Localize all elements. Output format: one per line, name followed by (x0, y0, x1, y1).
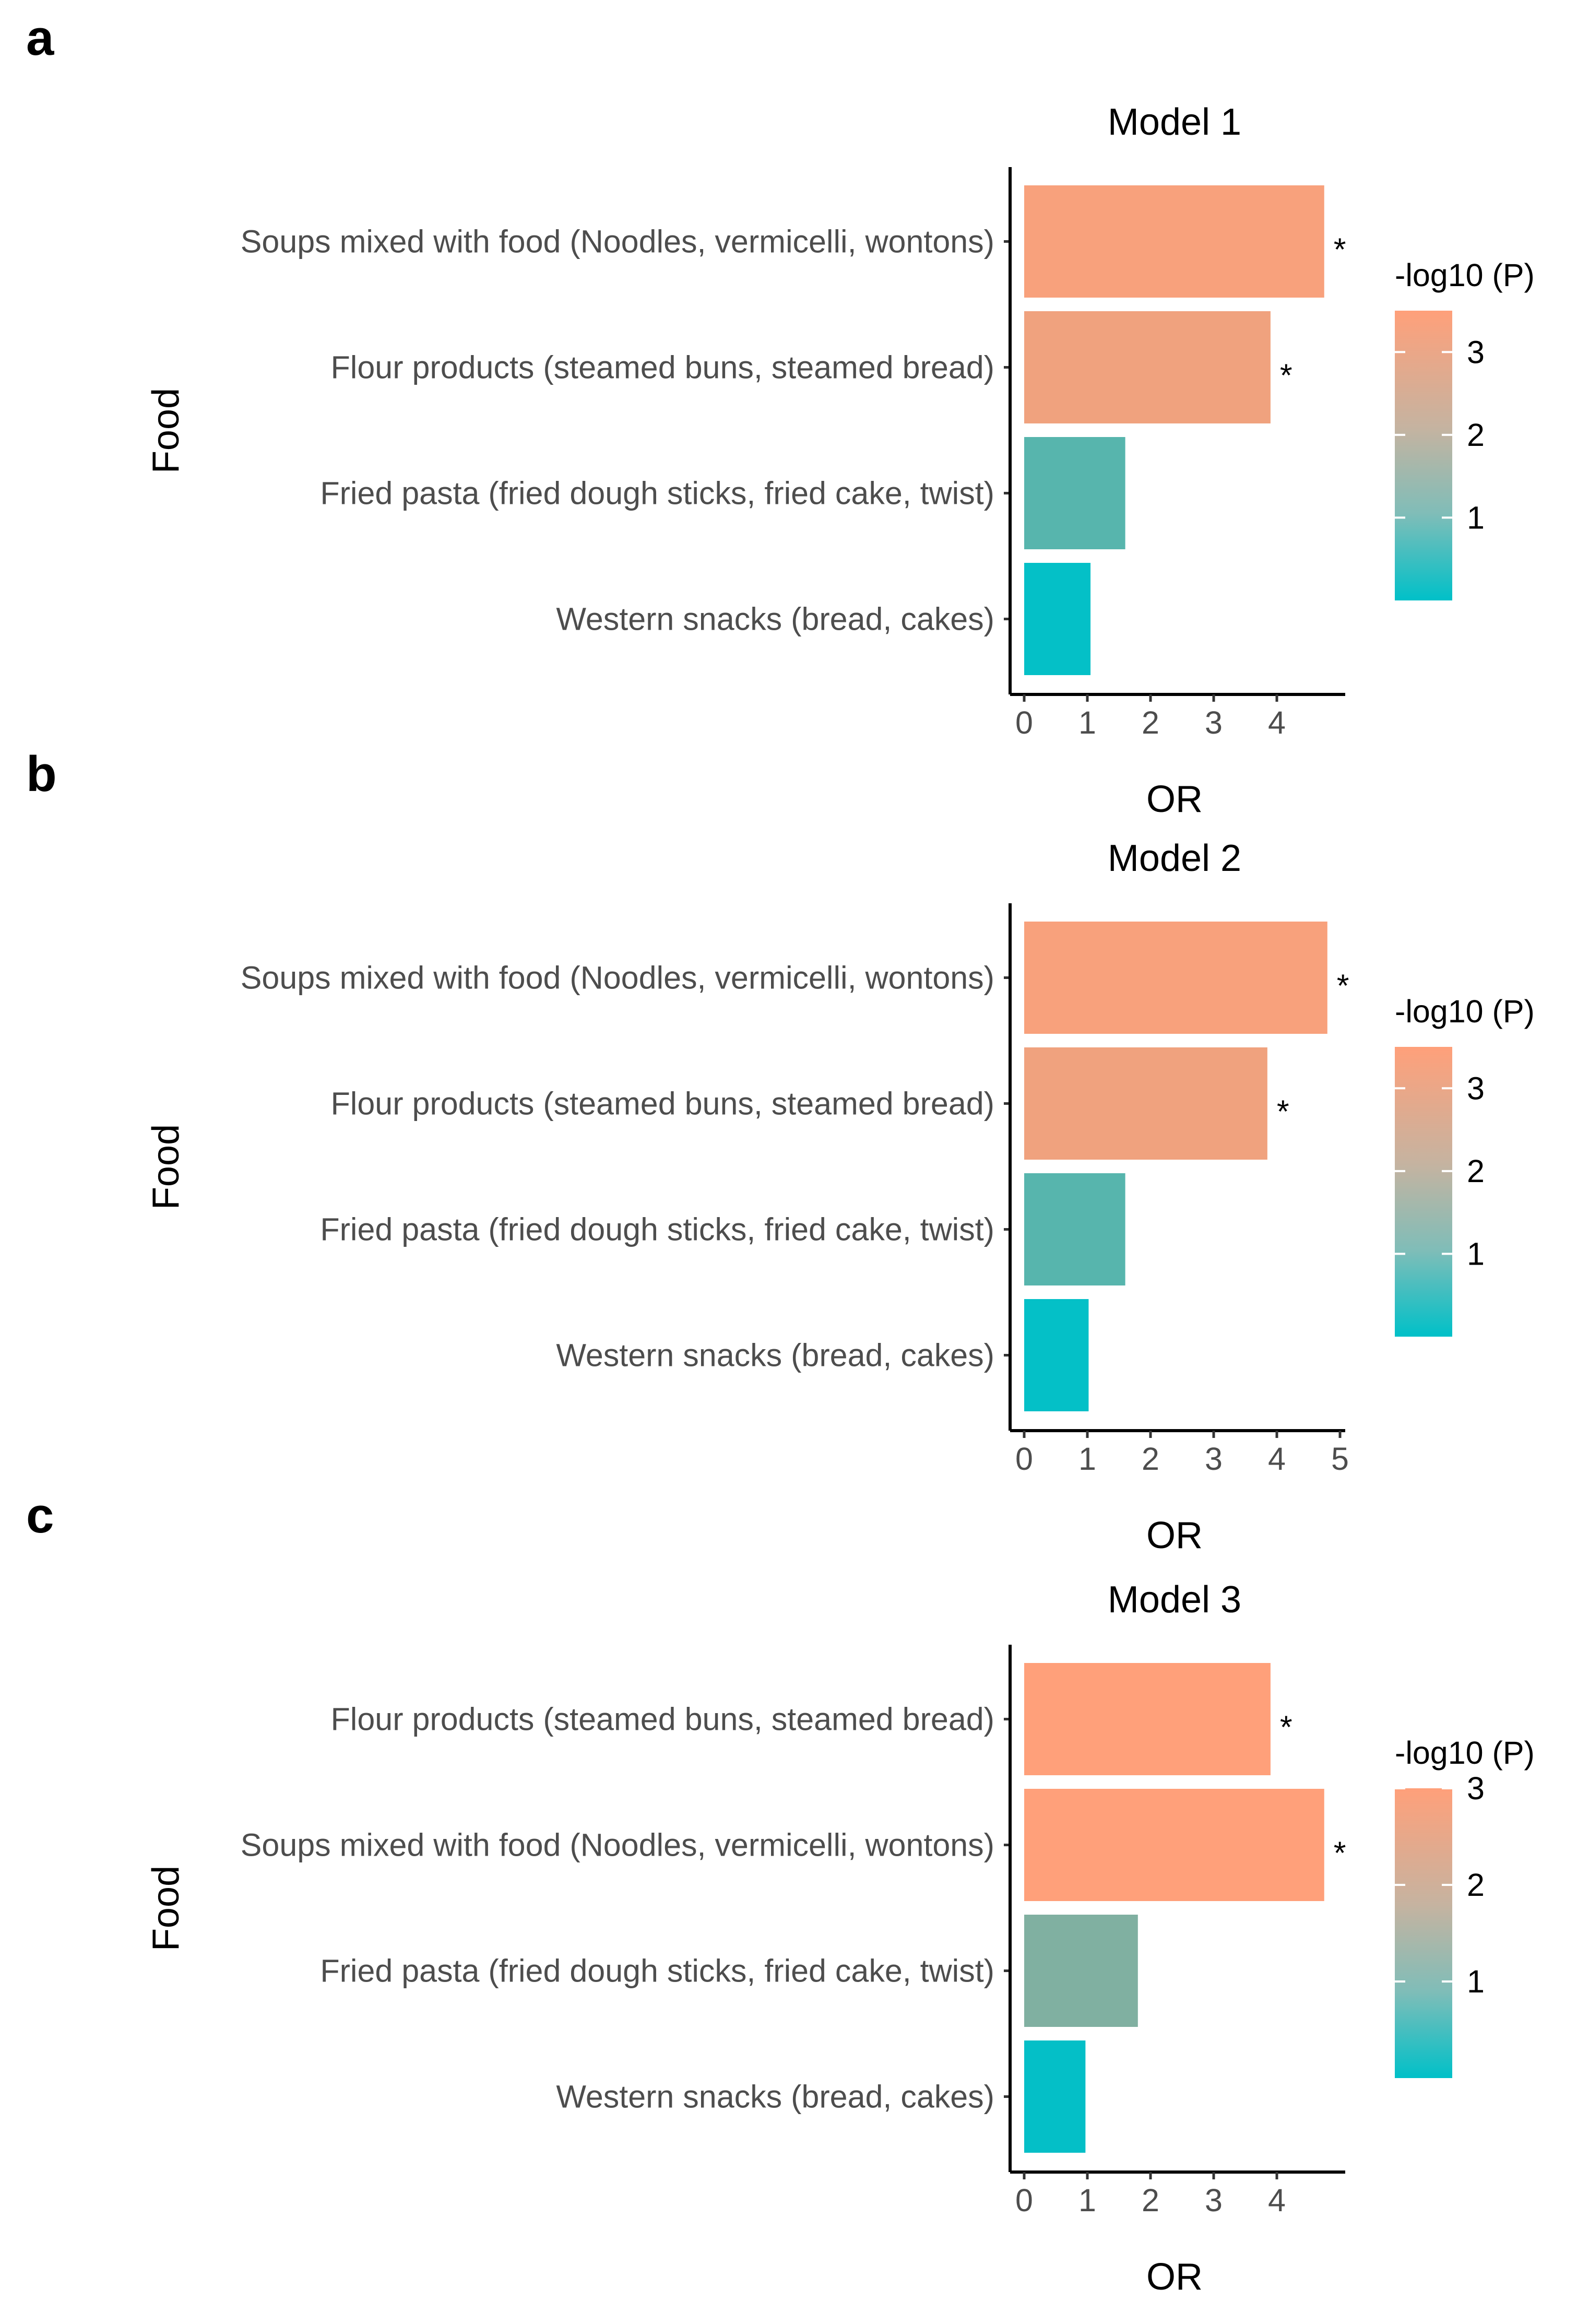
panel-letter: c (26, 1488, 54, 1543)
category-label: Fried pasta (fried dough sticks, fried c… (320, 1953, 994, 1989)
legend-tick-label: 2 (1467, 417, 1485, 453)
category-label: Western snacks (bread, cakes) (556, 2079, 994, 2115)
legend-title: -log10 (P) (1395, 1735, 1535, 1771)
y-axis-title: Food (145, 388, 187, 474)
category-label: Soups mixed with food (Noodles, vermicel… (241, 224, 994, 259)
significance-star: * (1280, 358, 1292, 393)
panel-letter: b (26, 746, 57, 802)
x-tick-label: 1 (1078, 1441, 1096, 1477)
panel-c: c Model 3 Food Flour products (steamed buns… (26, 1488, 1535, 2298)
panel-letter: a (26, 10, 54, 66)
significance-star: * (1334, 232, 1346, 267)
bar (1024, 563, 1091, 675)
y-axis-title: Food (145, 1866, 187, 1951)
legend-tick-label: 2 (1467, 1867, 1485, 1903)
x-tick-label: 1 (1078, 2183, 1096, 2218)
category-label: Fried pasta (fried dough sticks, fried c… (320, 476, 994, 511)
bar (1024, 1915, 1138, 2027)
panels: a Model 1 Food Soups mixed with food (Noodl… (26, 10, 1535, 2298)
chart-title: Model 1 (1108, 101, 1241, 143)
bar (1024, 1299, 1089, 1411)
x-tick-label: 4 (1268, 2183, 1286, 2218)
bar (1024, 1663, 1271, 1775)
legend-colorbar (1395, 311, 1452, 600)
bar (1024, 922, 1327, 1034)
category-label: Flour products (steamed buns, steamed br… (331, 1702, 994, 1737)
category-label: Fried pasta (fried dough sticks, fried c… (320, 1212, 994, 1247)
bar (1024, 1047, 1267, 1160)
y-axis-title: Food (145, 1124, 187, 1210)
x-tick-label: 3 (1205, 705, 1223, 740)
category-label: Western snacks (bread, cakes) (556, 601, 994, 637)
x-tick-label: 2 (1142, 1441, 1159, 1477)
x-tick-label: 2 (1142, 2183, 1159, 2218)
category-label: Soups mixed with food (Noodles, vermicel… (241, 1827, 994, 1863)
x-axis-title: OR (1146, 778, 1203, 820)
x-tick-label: 4 (1268, 1441, 1286, 1477)
legend-tick-label: 2 (1467, 1153, 1485, 1189)
bar (1024, 2040, 1086, 2153)
chart-title: Model 3 (1108, 1579, 1241, 1621)
x-axis-title: OR (1146, 2256, 1203, 2298)
legend-title: -log10 (P) (1395, 257, 1535, 293)
legend-colorbar (1395, 1047, 1452, 1337)
bar (1024, 311, 1271, 423)
bar (1024, 1173, 1125, 1285)
legend-tick-label: 3 (1467, 334, 1485, 370)
x-tick-label: 5 (1331, 1441, 1349, 1477)
x-tick-label: 2 (1142, 705, 1159, 740)
legend-tick-label: 3 (1467, 1771, 1485, 1806)
x-tick-label: 3 (1205, 2183, 1223, 2218)
legend-tick-label: 1 (1467, 1236, 1485, 1271)
legend-colorbar (1395, 1788, 1452, 2078)
x-tick-label: 0 (1015, 1441, 1033, 1477)
legend-tick-label: 1 (1467, 500, 1485, 535)
x-tick-label: 4 (1268, 705, 1286, 740)
legend-title: -log10 (P) (1395, 994, 1535, 1029)
significance-star: * (1277, 1094, 1289, 1129)
category-label: Flour products (steamed buns, steamed br… (331, 350, 994, 385)
legend-tick-label: 1 (1467, 1964, 1485, 1999)
significance-star: * (1334, 1835, 1346, 1871)
x-tick-label: 0 (1015, 2183, 1033, 2218)
bar (1024, 1789, 1324, 1901)
chart-title: Model 2 (1108, 837, 1241, 879)
panel-b: b Model 2 Food Soups mixed with food (Noodl… (26, 746, 1535, 1556)
bar (1024, 437, 1125, 549)
bar (1024, 185, 1324, 298)
x-axis-title: OR (1146, 1515, 1203, 1556)
significance-star: * (1280, 1709, 1292, 1745)
x-tick-label: 3 (1205, 1441, 1223, 1477)
x-tick-label: 0 (1015, 705, 1033, 740)
significance-star: * (1337, 968, 1349, 1004)
category-label: Flour products (steamed buns, steamed br… (331, 1086, 994, 1122)
category-label: Western snacks (bread, cakes) (556, 1338, 994, 1373)
x-tick-label: 1 (1078, 705, 1096, 740)
panel-a: a Model 1 Food Soups mixed with food (Noodl… (26, 10, 1535, 820)
legend-tick-label: 3 (1467, 1070, 1485, 1106)
category-label: Soups mixed with food (Noodles, vermicel… (241, 960, 994, 996)
